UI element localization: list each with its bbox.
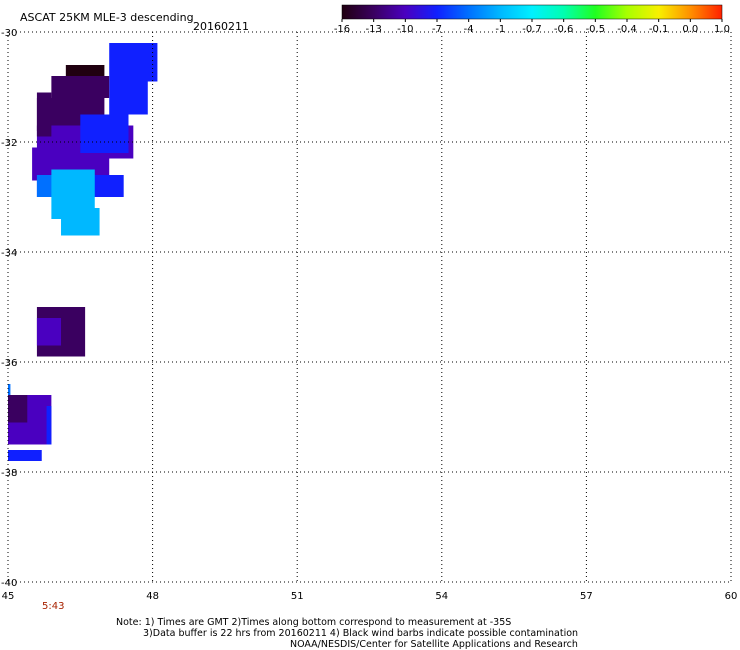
footer-note-line1: Note: 1) Times are GMT 2)Times along bot…: [116, 617, 512, 628]
colorbar-tick-label: -0.4: [617, 24, 637, 35]
mle-cell: [61, 208, 100, 236]
colorbar-tick-label: -0.5: [586, 24, 606, 35]
lat-tick-label: -40: [1, 578, 17, 589]
colorbar-tick-label: -0.6: [554, 24, 574, 35]
lat-tick-label: -34: [1, 248, 17, 259]
mle-cell: [80, 114, 129, 153]
lat-tick-label: -36: [1, 358, 17, 369]
colorbar-tick-label: -10: [397, 24, 413, 35]
mle-cell: [36, 92, 52, 137]
lon-tick-label: 60: [725, 591, 738, 602]
colorbar-tick-label: 1.0: [714, 24, 730, 35]
lon-tick-label: 48: [146, 591, 159, 602]
colorbar: -16 -13 -10 -7 -4 -1 -0.7 -0.6 -0.5 -0.4 -0.1 0.0 1.…: [334, 4, 730, 35]
mle-cell: [8, 450, 42, 461]
data-cells: [8, 43, 158, 461]
mle-cell: [36, 318, 62, 346]
colorbar-tick-label: -16: [334, 24, 350, 35]
mle-cell: [109, 81, 148, 115]
colorbar-tick-label: -1: [495, 24, 505, 35]
footer-note-line3: NOAA/NESDIS/Center for Satellite Applica…: [290, 639, 578, 650]
colorbar-tick-label: -0.7: [522, 24, 542, 35]
lon-tick-label: 45: [2, 591, 15, 602]
lat-tick-label: -32: [1, 138, 17, 149]
footer-note-line2: 3)Data buffer is 22 hrs from 20160211 4)…: [143, 628, 579, 639]
lon-tick-label: 51: [291, 591, 304, 602]
chart-title: ASCAT 25KM MLE-3 descending: [20, 11, 194, 24]
mle-cell: [51, 76, 110, 98]
lat-lon-grid: [7, 31, 732, 583]
lon-tick-label: 54: [435, 591, 448, 602]
colorbar-tick-label: -0.1: [649, 24, 669, 35]
mle-cell: [8, 384, 11, 395]
mle-cell: [109, 43, 158, 82]
lat-tick-label: -38: [1, 468, 17, 479]
colorbar-tick-label: -13: [365, 24, 381, 35]
time-label: 5:43: [42, 601, 65, 612]
colorbar-tick-label: -7: [432, 24, 442, 35]
date-label: 20160211: [193, 20, 249, 33]
mle-cell: [46, 406, 52, 445]
mle-cell: [8, 395, 28, 423]
axis-labels: 45 48 51 54 57 60 -30 -32 -34 -36 -38 -40: [1, 28, 737, 602]
lat-tick-label: -30: [1, 28, 17, 39]
colorbar-tick-label: 0.0: [682, 24, 698, 35]
colorbar-tick-label: -4: [464, 24, 474, 35]
lon-tick-label: 57: [580, 591, 593, 602]
